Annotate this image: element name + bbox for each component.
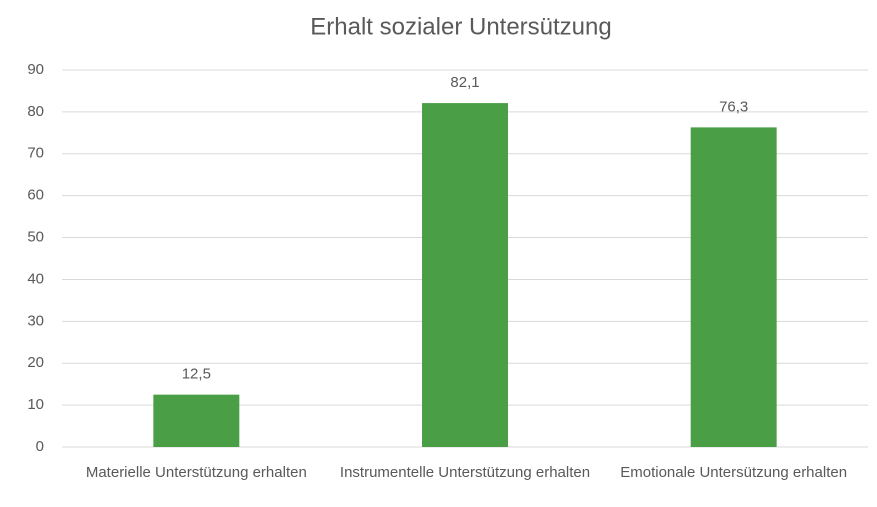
y-tick-label: 50 [27,229,44,246]
y-tick-label: 30 [27,312,44,329]
y-tick-label: 70 [27,145,44,162]
bar [690,127,777,447]
chart-title: Erhalt sozialer Untersützung [310,13,611,40]
y-tick-label: 20 [27,354,44,371]
bar [153,394,240,447]
x-tick-label: Emotionale Untersützung erhalten [620,464,848,481]
data-label: 82,1 [450,74,479,91]
y-tick-label: 90 [27,61,44,78]
y-tick-label: 60 [27,187,44,204]
x-tick-label: Instrumentelle Unterstützung erhalten [339,464,591,481]
data-label: 12,5 [182,366,211,383]
data-label: 76,3 [719,98,748,115]
x-tick-label: Materielle Unterstützung erhalten [85,464,307,481]
y-tick-label: 10 [27,396,44,413]
y-tick-label: 80 [27,103,44,120]
bar [422,103,508,447]
y-tick-label: 40 [27,270,44,287]
y-tick-label: 0 [36,438,44,455]
